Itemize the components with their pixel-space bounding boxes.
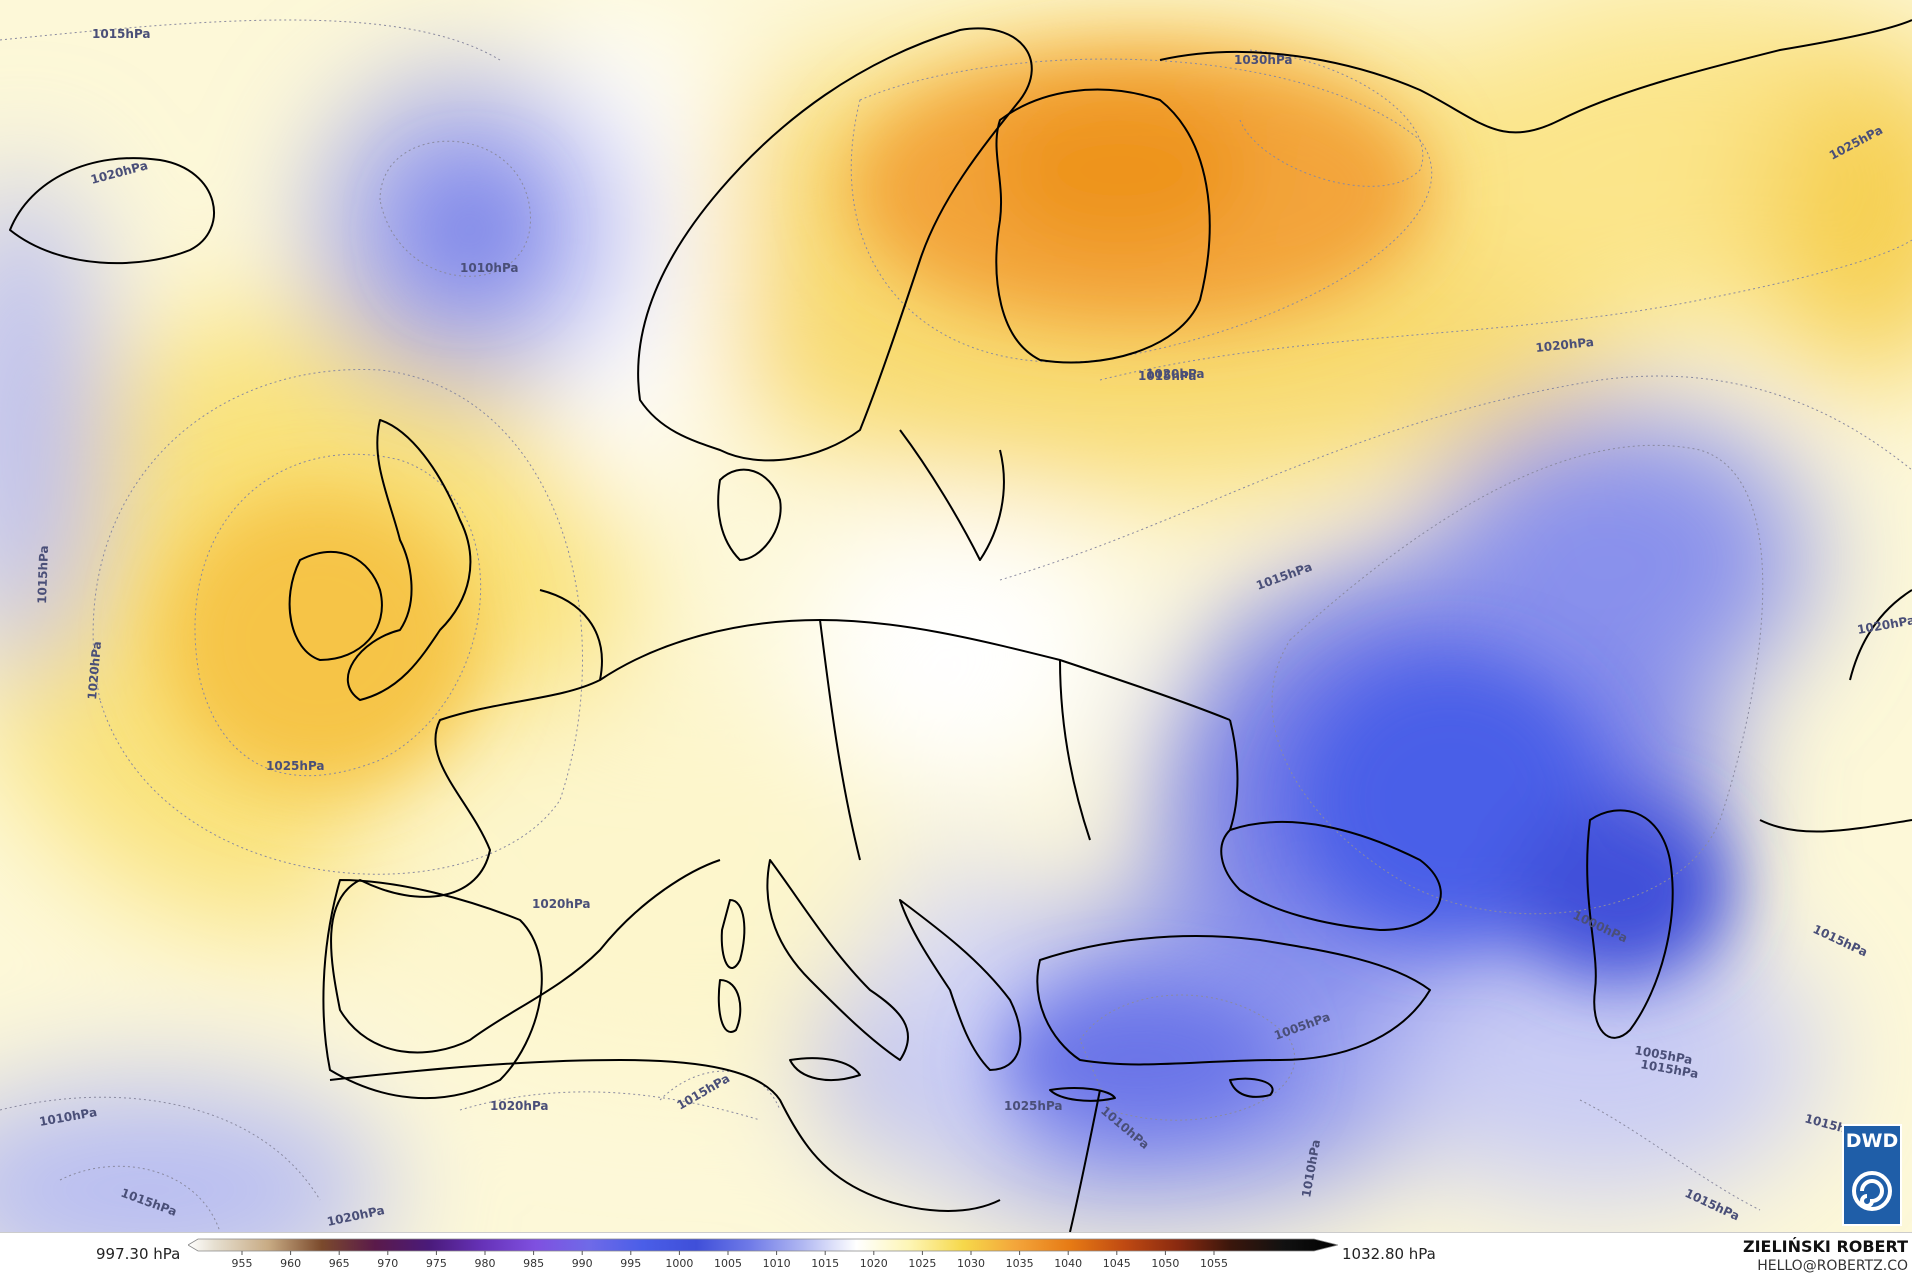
scale-tick-label: 1035	[1006, 1257, 1034, 1270]
min-pressure-value: 997.30 hPa	[96, 1245, 181, 1263]
scale-ticks: 955 960 965 970 975 980 985 990 995 1000 1005 1010 1…	[232, 1251, 1228, 1270]
isobar-lines	[0, 19, 1912, 1232]
scale-tick-label: 960	[280, 1257, 301, 1270]
isobar-label: 1025hPa	[266, 759, 325, 773]
scale-tick-label: 995	[620, 1257, 641, 1270]
isobar-label: 1015hPa	[92, 27, 151, 41]
max-pressure-value: 1032.80 hPa	[1342, 1245, 1436, 1263]
scale-tick-label: 1010	[763, 1257, 791, 1270]
scale-tick-label: 965	[329, 1257, 350, 1270]
scale-tick-label: 1020	[860, 1257, 888, 1270]
pressure-cores	[160, 50, 1730, 1130]
author-name: ZIELIŃSKI ROBERT	[1742, 1237, 1908, 1256]
coastlines	[9, 19, 1912, 1232]
dwd-logo: DWD	[1842, 1124, 1902, 1226]
color-scale-bar	[188, 1238, 1338, 1252]
scale-tick-label: 1025	[908, 1257, 936, 1270]
scale-tick-label: 975	[426, 1257, 447, 1270]
author-block: ZIELIŃSKI ROBERT HELLO@ROBERTZ.CO	[1743, 1237, 1908, 1274]
scale-tick-label: 1030	[957, 1257, 985, 1270]
author-email: HELLO@ROBERTZ.CO	[1757, 1258, 1908, 1274]
scale-tick-label: 1015	[811, 1257, 839, 1270]
pressure-map-canvas: 1015hPa 1030hPa 1025hPa 1020hPa 1010hPa …	[0, 0, 1912, 1232]
isobar-label: 1015hPa	[35, 545, 51, 604]
isobar-label: 1020hPa	[490, 1099, 549, 1113]
color-scale: 955 960 965 970 975 980 985 990 995 1000 1005 1010 1…	[188, 1238, 1338, 1270]
isobar-label: 1020hPa	[532, 897, 591, 911]
scale-tick-label: 1055	[1200, 1257, 1228, 1270]
isobar-label: 1020hPa	[85, 641, 104, 701]
scale-tick-label: 1040	[1054, 1257, 1082, 1270]
scale-tick-label: 970	[377, 1257, 398, 1270]
scale-tick-label: 980	[475, 1257, 496, 1270]
scale-tick-label: 1045	[1103, 1257, 1131, 1270]
pressure-map: 1015hPa 1030hPa 1025hPa 1020hPa 1010hPa …	[0, 0, 1912, 1232]
scale-tick-label: 1005	[714, 1257, 742, 1270]
isobar-label: 1015hPa	[1138, 369, 1197, 383]
scale-tick-label: 990	[572, 1257, 593, 1270]
isobar-label: 1020hPa	[1146, 367, 1205, 381]
isobar-label: 1010hPa	[460, 261, 519, 275]
scale-tick-label: 955	[232, 1257, 253, 1270]
swirl-icon	[1852, 1171, 1892, 1211]
dwd-logo-text: DWD	[1845, 1130, 1899, 1152]
legend-bar: 997.30 hPa 955 960 965 970 975 980 985 990 995 10…	[0, 1232, 1912, 1288]
isobar-label: 1020hPa	[1535, 335, 1595, 355]
scale-tick-label: 985	[523, 1257, 544, 1270]
isobar-label: 1030hPa	[1234, 53, 1293, 67]
scale-tick-label: 1000	[665, 1257, 693, 1270]
scale-tick-label: 1050	[1151, 1257, 1179, 1270]
isobar-label: 1025hPa	[1004, 1099, 1063, 1113]
